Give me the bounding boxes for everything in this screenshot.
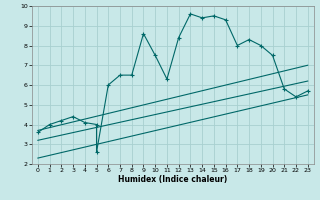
X-axis label: Humidex (Indice chaleur): Humidex (Indice chaleur) [118,175,228,184]
